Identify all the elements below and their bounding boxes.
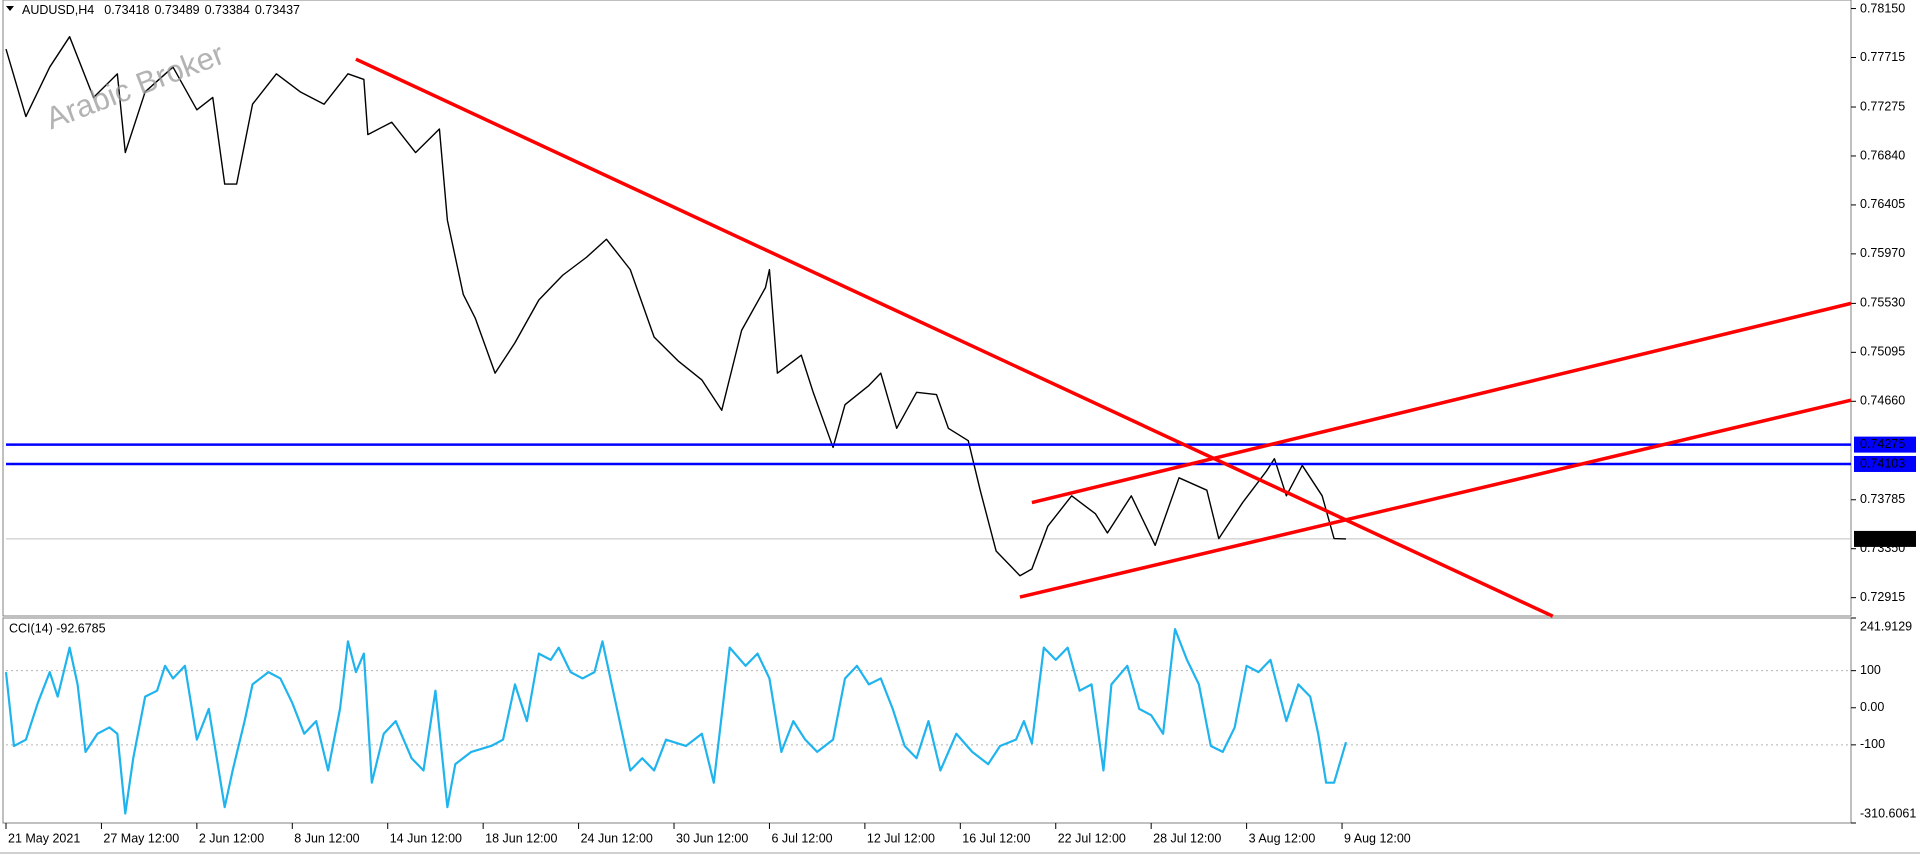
menu-arrow[interactable] [6,6,14,11]
y-tick-label: 0.72915 [1860,590,1905,604]
x-tick-label: 16 Jul 12:00 [962,831,1030,845]
x-tick-label: 21 May 2021 [8,831,80,845]
indicator-title: CCI(14) -92.6785 [9,621,106,635]
price-tag [1854,436,1916,453]
y-tick-label: -100 [1860,737,1885,751]
symbol: AUDUSD,H4 [22,3,94,17]
trend-line [1019,398,1852,599]
ohlc-value: 0.73437 [255,3,300,17]
trend-line [1031,301,1852,505]
x-tick-label: 28 Jul 12:00 [1153,831,1221,845]
y-tick-label: 0.78150 [1860,1,1905,15]
x-tick-label: 27 May 12:00 [103,831,179,845]
panel-frame [2,0,1852,617]
price-tag-label: 0.74275 [1860,437,1905,451]
y-tick-label: 0.76405 [1860,197,1905,211]
x-tick-label: 18 Jun 12:00 [485,831,557,845]
x-tick-label: 22 Jul 12:00 [1058,831,1126,845]
x-tick-label: 24 Jun 12:00 [581,831,653,845]
y-tick-label: 0.77715 [1860,50,1905,64]
chart-header: AUDUSD,H4 0.73418 0.73489 0.73384 0.73437 [22,3,300,17]
x-tick-label: 12 Jul 12:00 [867,831,935,845]
y-tick-label: 0.76840 [1860,148,1905,162]
price-line [4,628,1348,815]
price-tag-label: 0.73437 [1860,531,1905,545]
price-tag [1854,455,1916,472]
y-tick-label: 0.75970 [1860,246,1905,260]
y-tick-label: 0.75530 [1860,296,1905,310]
y-tick-label: -310.6061 [1860,806,1916,820]
price-line [5,35,1347,577]
x-tick-label: 2 Jun 12:00 [199,831,264,845]
ohlc-value: 0.73418 [104,3,149,17]
x-tick-label: 9 Aug 12:00 [1344,831,1411,845]
x-tick-label: 3 Aug 12:00 [1249,831,1316,845]
x-tick-label: 14 Jun 12:00 [390,831,462,845]
trend-line [355,57,1554,618]
y-tick-label: 0.00 [1860,700,1884,714]
y-tick-label: 0.74660 [1860,394,1905,408]
y-tick-label: 0.77275 [1860,99,1905,113]
panel-frame [2,617,1852,824]
y-tick-label: 100 [1860,663,1881,677]
x-tick-label: 30 Jun 12:00 [676,831,748,845]
y-tick-label: 241.9129 [1860,619,1912,633]
ohlc-value: 0.73384 [205,3,250,17]
price-tag [1854,530,1916,547]
y-tick-label: 0.75095 [1860,345,1905,359]
x-tick-label: 6 Jul 12:00 [771,831,832,845]
price-tag-label: 0.74103 [1860,456,1905,470]
ohlc-value: 0.73489 [154,3,199,17]
y-tick-label: 0.73785 [1860,492,1905,506]
x-tick-label: 8 Jun 12:00 [294,831,359,845]
